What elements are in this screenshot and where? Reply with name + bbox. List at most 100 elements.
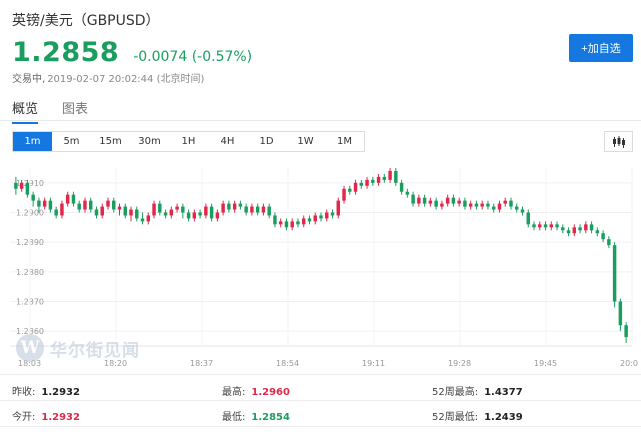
candle [88, 197, 93, 213]
candle-body [399, 182, 404, 192]
candle-body [42, 200, 47, 207]
x-tick-label: 18:20 [104, 359, 127, 368]
candle [612, 242, 617, 308]
candle-body [209, 206, 214, 219]
candle [169, 206, 174, 219]
candle [555, 221, 559, 231]
candle-body [607, 239, 611, 246]
candle [313, 212, 317, 225]
candlestick-chart: 1.29101.29001.28901.28801.28701.286018:0… [10, 168, 638, 368]
candle-body [434, 200, 438, 207]
candle-body [359, 182, 364, 186]
candle-body [445, 197, 450, 204]
candle-body [440, 203, 444, 207]
candle [106, 197, 110, 210]
period-1mo[interactable]: 1M [337, 136, 352, 147]
candle [232, 200, 237, 213]
period-15m[interactable]: 15m [99, 136, 122, 147]
tab-overview[interactable]: 概览 [12, 98, 39, 124]
candle-body [509, 200, 513, 207]
candle [543, 221, 548, 231]
period-5m[interactable]: 5m [63, 136, 80, 147]
candle [491, 203, 496, 213]
candle [129, 206, 133, 222]
watermark: W 华尔街见闻 [16, 334, 140, 362]
candle-body [14, 182, 18, 189]
candle-body [19, 182, 24, 189]
candle-body [376, 176, 381, 183]
candle [474, 200, 479, 210]
candle [192, 209, 197, 222]
candle-body [169, 209, 174, 216]
candle-body [302, 218, 306, 225]
candle-body [549, 224, 554, 228]
tab-chart[interactable]: 图表 [62, 102, 89, 117]
candle [584, 221, 588, 234]
candle-body [88, 200, 93, 210]
candle-body [278, 221, 283, 225]
chart-type-button[interactable] [604, 131, 633, 152]
candle-body [181, 206, 185, 213]
candle [399, 179, 404, 195]
period-1w[interactable]: 1W [297, 136, 314, 147]
stat-value: 1.2960 [251, 387, 290, 398]
candle-body [106, 200, 110, 207]
candle-body [480, 203, 484, 207]
candle [353, 179, 358, 195]
stat-label: 最低: [222, 412, 246, 423]
candle [526, 209, 530, 228]
x-tick-label: 19:11 [362, 359, 385, 368]
candle-body [152, 203, 156, 216]
candle-body [624, 325, 628, 338]
candle [549, 221, 554, 231]
candle [388, 168, 392, 183]
add-watchlist-button[interactable]: +加自选 [569, 34, 633, 62]
candle-body [123, 206, 127, 216]
candle-body [255, 206, 260, 213]
period-30m[interactable]: 30m [138, 136, 161, 147]
candle [255, 203, 260, 216]
candlestick-icon [612, 135, 625, 148]
trading-status: 交易中, 2019-02-07 20:02:44 (北京时间) [12, 70, 204, 85]
candle-body [198, 212, 202, 216]
candle-body [578, 227, 582, 231]
candle [19, 179, 24, 192]
candle [319, 212, 323, 222]
candle-body [348, 188, 352, 192]
tabs-divider [0, 120, 641, 121]
period-1m[interactable]: 1m [13, 132, 52, 151]
stat-value: 1.2439 [484, 412, 523, 423]
stat-low: 最低: 1.2854 [222, 408, 290, 423]
candle [221, 200, 225, 216]
price-change: -0.0074 (-0.57%) [133, 49, 253, 65]
candle [422, 194, 427, 207]
candle [250, 203, 254, 216]
candle [278, 218, 283, 228]
candle [14, 176, 18, 195]
candle [451, 194, 456, 207]
candle-body [543, 224, 548, 228]
candle [607, 236, 611, 249]
candle [273, 212, 277, 228]
period-1d[interactable]: 1D [259, 136, 274, 147]
x-tick-label: 19:45 [534, 359, 557, 368]
candle-body [215, 212, 220, 219]
candle-body [140, 218, 145, 222]
candle [198, 209, 202, 219]
candle-body [307, 218, 312, 222]
candle [83, 197, 87, 213]
candle [365, 176, 369, 189]
candle [624, 322, 628, 344]
candle-body [146, 215, 151, 222]
candle-body [497, 203, 502, 210]
period-1h[interactable]: 1H [181, 136, 196, 147]
candle-body [417, 197, 421, 204]
period-4h[interactable]: 4H [220, 136, 235, 147]
x-tick-label: 18:37 [190, 359, 213, 368]
candle [325, 209, 329, 222]
candle [538, 221, 542, 231]
candle [589, 221, 594, 234]
candle [561, 224, 565, 234]
candle-body [192, 212, 197, 219]
candle-body [112, 200, 116, 210]
